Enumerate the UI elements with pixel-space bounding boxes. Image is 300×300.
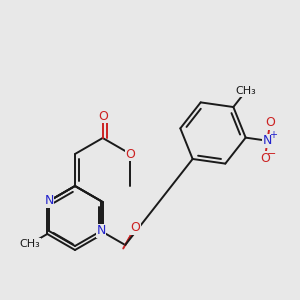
- Text: O: O: [98, 110, 108, 122]
- Text: CH₃: CH₃: [235, 86, 256, 96]
- Text: O: O: [265, 116, 275, 129]
- Text: CH₃: CH₃: [20, 239, 40, 249]
- Text: O: O: [260, 152, 270, 165]
- Text: +: +: [269, 130, 278, 140]
- Text: N: N: [96, 224, 106, 238]
- Text: −: −: [267, 148, 277, 159]
- Text: O: O: [130, 221, 140, 234]
- Text: N: N: [263, 134, 272, 147]
- Text: O: O: [125, 148, 135, 160]
- Text: N: N: [44, 194, 54, 208]
